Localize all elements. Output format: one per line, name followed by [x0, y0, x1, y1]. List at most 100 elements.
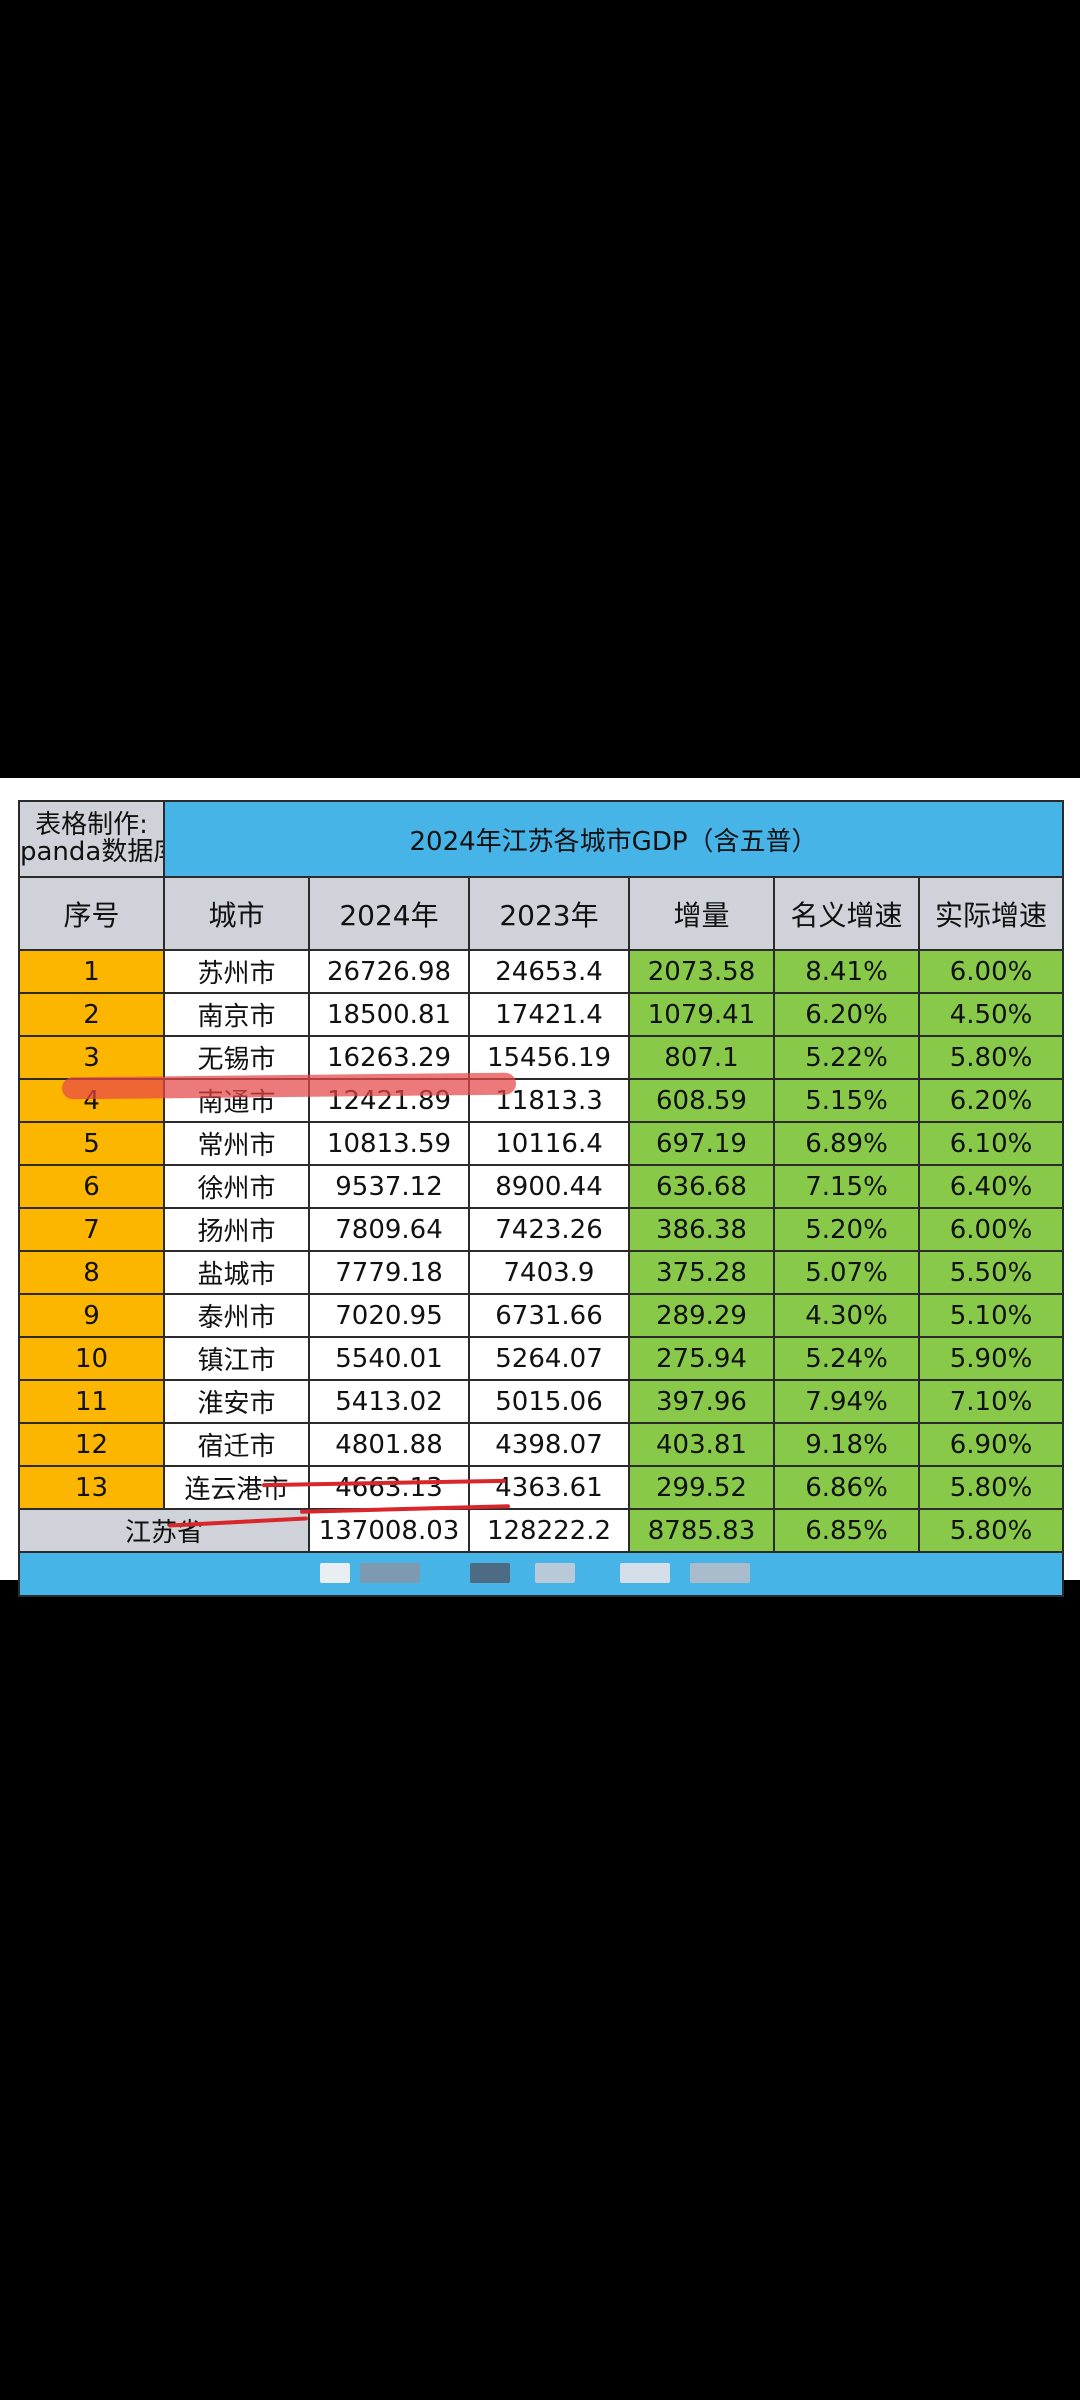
gdp-2023-cell: 8900.44 — [468, 1164, 630, 1209]
table-row: 13 连云港市 4663.13 4363.61 299.52 6.86% 5.80% — [18, 1465, 1065, 1510]
real-growth-cell: 5.10% — [917, 1293, 1065, 1338]
table-row: 11 淮安市 5413.02 5015.06 397.96 7.94% 7.10% — [18, 1379, 1065, 1424]
header-row: 序号 城市 2024年 2023年 增量 名义增速 实际增速 — [18, 876, 1065, 951]
increase-cell: 697.19 — [628, 1121, 775, 1166]
increase-cell: 636.68 — [628, 1164, 775, 1209]
maker-line-2: panda数据库 — [20, 837, 164, 867]
nominal-growth-cell: 5.07% — [773, 1250, 920, 1295]
gdp-2024-cell: 7020.95 — [308, 1293, 470, 1338]
table-row: 7 扬州市 7809.64 7423.26 386.38 5.20% 6.00% — [18, 1207, 1065, 1252]
city-cell: 镇江市 — [163, 1336, 310, 1381]
city-cell: 无锡市 — [163, 1035, 310, 1080]
increase-cell: 299.52 — [628, 1465, 775, 1510]
gdp-2024-cell: 16263.29 — [308, 1035, 470, 1080]
rank-cell: 1 — [18, 949, 165, 994]
table-title: 2024年江苏各城市GDP（含五普） — [162, 800, 1065, 878]
gdp-2024-cell: 7779.18 — [308, 1250, 470, 1295]
real-growth-cell: 5.50% — [917, 1250, 1065, 1295]
increase-cell: 386.38 — [628, 1207, 775, 1252]
real-growth-cell: 5.90% — [917, 1336, 1065, 1381]
increase-cell: 397.96 — [628, 1379, 775, 1424]
table-row: 9 泰州市 7020.95 6731.66 289.29 4.30% 5.10% — [18, 1293, 1065, 1338]
real-growth-cell: 6.00% — [917, 949, 1065, 994]
table-row: 5 常州市 10813.59 10116.4 697.19 6.89% 6.10% — [18, 1121, 1065, 1166]
nominal-growth-cell: 6.86% — [773, 1465, 920, 1510]
rank-cell: 9 — [18, 1293, 165, 1338]
rank-cell: 11 — [18, 1379, 165, 1424]
total-label: 江苏省 — [18, 1508, 310, 1553]
footer-row — [17, 1551, 1065, 1597]
city-cell: 盐城市 — [163, 1250, 310, 1295]
table-row: 6 徐州市 9537.12 8900.44 636.68 7.15% 6.40% — [18, 1164, 1065, 1209]
gdp-2024-cell: 10813.59 — [308, 1121, 470, 1166]
rank-cell: 12 — [18, 1422, 165, 1467]
city-cell: 泰州市 — [163, 1293, 310, 1338]
total-2023: 128222.2 — [468, 1508, 630, 1553]
real-growth-cell: 6.00% — [917, 1207, 1065, 1252]
nominal-growth-cell: 6.89% — [773, 1121, 920, 1166]
header-city: 城市 — [163, 876, 310, 951]
gdp-2024-cell: 4663.13 — [308, 1465, 470, 1510]
table-row: 10 镇江市 5540.01 5264.07 275.94 5.24% 5.90% — [18, 1336, 1065, 1381]
nominal-growth-cell: 9.18% — [773, 1422, 920, 1467]
rank-cell: 5 — [18, 1121, 165, 1166]
total-increase: 8785.83 — [628, 1508, 775, 1553]
real-growth-cell: 6.20% — [917, 1078, 1065, 1123]
city-cell: 连云港市 — [163, 1465, 310, 1510]
city-cell: 宿迁市 — [163, 1422, 310, 1467]
increase-cell: 608.59 — [628, 1078, 775, 1123]
gdp-2024-cell: 18500.81 — [308, 992, 470, 1037]
gdp-2024-cell: 4801.88 — [308, 1422, 470, 1467]
nominal-growth-cell: 7.94% — [773, 1379, 920, 1424]
table-row: 12 宿迁市 4801.88 4398.07 403.81 9.18% 6.90% — [18, 1422, 1065, 1467]
rank-cell: 10 — [18, 1336, 165, 1381]
gdp-2023-cell: 7403.9 — [468, 1250, 630, 1295]
nominal-growth-cell: 5.15% — [773, 1078, 920, 1123]
rank-cell: 6 — [18, 1164, 165, 1209]
total-real-growth: 5.80% — [917, 1508, 1065, 1553]
title-row: 表格制作: panda数据库 2024年江苏各城市GDP（含五普） — [18, 800, 1065, 878]
header-rank: 序号 — [18, 876, 165, 951]
real-growth-cell: 7.10% — [917, 1379, 1065, 1424]
gdp-2024-cell: 5540.01 — [308, 1336, 470, 1381]
table-row: 2 南京市 18500.81 17421.4 1079.41 6.20% 4.50% — [18, 992, 1065, 1037]
header-2023: 2023年 — [468, 876, 630, 951]
rank-cell: 7 — [18, 1207, 165, 1252]
nominal-growth-cell: 5.22% — [773, 1035, 920, 1080]
nominal-growth-cell: 5.24% — [773, 1336, 920, 1381]
gdp-2024-cell: 26726.98 — [308, 949, 470, 994]
table-maker-credit: 表格制作: panda数据库 — [18, 800, 165, 878]
gdp-table-sheet: 表格制作: panda数据库 2024年江苏各城市GDP（含五普） 序号 城市 … — [0, 778, 1080, 1597]
total-nominal-growth: 6.85% — [773, 1508, 920, 1553]
total-row: 江苏省 137008.03 128222.2 8785.83 6.85% 5.8… — [18, 1508, 1065, 1553]
gdp-2024-cell: 5413.02 — [308, 1379, 470, 1424]
table-row: 8 盐城市 7779.18 7403.9 375.28 5.07% 5.50% — [18, 1250, 1065, 1295]
increase-cell: 375.28 — [628, 1250, 775, 1295]
header-2024: 2024年 — [308, 876, 470, 951]
rank-cell: 3 — [18, 1035, 165, 1080]
gdp-2023-cell: 4398.07 — [468, 1422, 630, 1467]
real-growth-cell: 6.40% — [917, 1164, 1065, 1209]
gdp-2023-cell: 10116.4 — [468, 1121, 630, 1166]
nominal-growth-cell: 8.41% — [773, 949, 920, 994]
rank-cell: 13 — [18, 1465, 165, 1510]
gdp-2023-cell: 5015.06 — [468, 1379, 630, 1424]
header-increase: 增量 — [628, 876, 775, 951]
real-growth-cell: 5.80% — [917, 1465, 1065, 1510]
gdp-2023-cell: 17421.4 — [468, 992, 630, 1037]
city-cell: 扬州市 — [163, 1207, 310, 1252]
header-nominal-growth: 名义增速 — [773, 876, 920, 951]
increase-cell: 807.1 — [628, 1035, 775, 1080]
gdp-2023-cell: 15456.19 — [468, 1035, 630, 1080]
increase-cell: 289.29 — [628, 1293, 775, 1338]
maker-line-1: 表格制作: — [35, 810, 148, 840]
city-cell: 淮安市 — [163, 1379, 310, 1424]
increase-cell: 403.81 — [628, 1422, 775, 1467]
city-cell: 南通市 — [163, 1078, 310, 1123]
gdp-2023-cell: 6731.66 — [468, 1293, 630, 1338]
real-growth-cell: 4.50% — [917, 992, 1065, 1037]
real-growth-cell: 6.10% — [917, 1121, 1065, 1166]
rank-cell: 2 — [18, 992, 165, 1037]
city-cell: 徐州市 — [163, 1164, 310, 1209]
city-cell: 南京市 — [163, 992, 310, 1037]
